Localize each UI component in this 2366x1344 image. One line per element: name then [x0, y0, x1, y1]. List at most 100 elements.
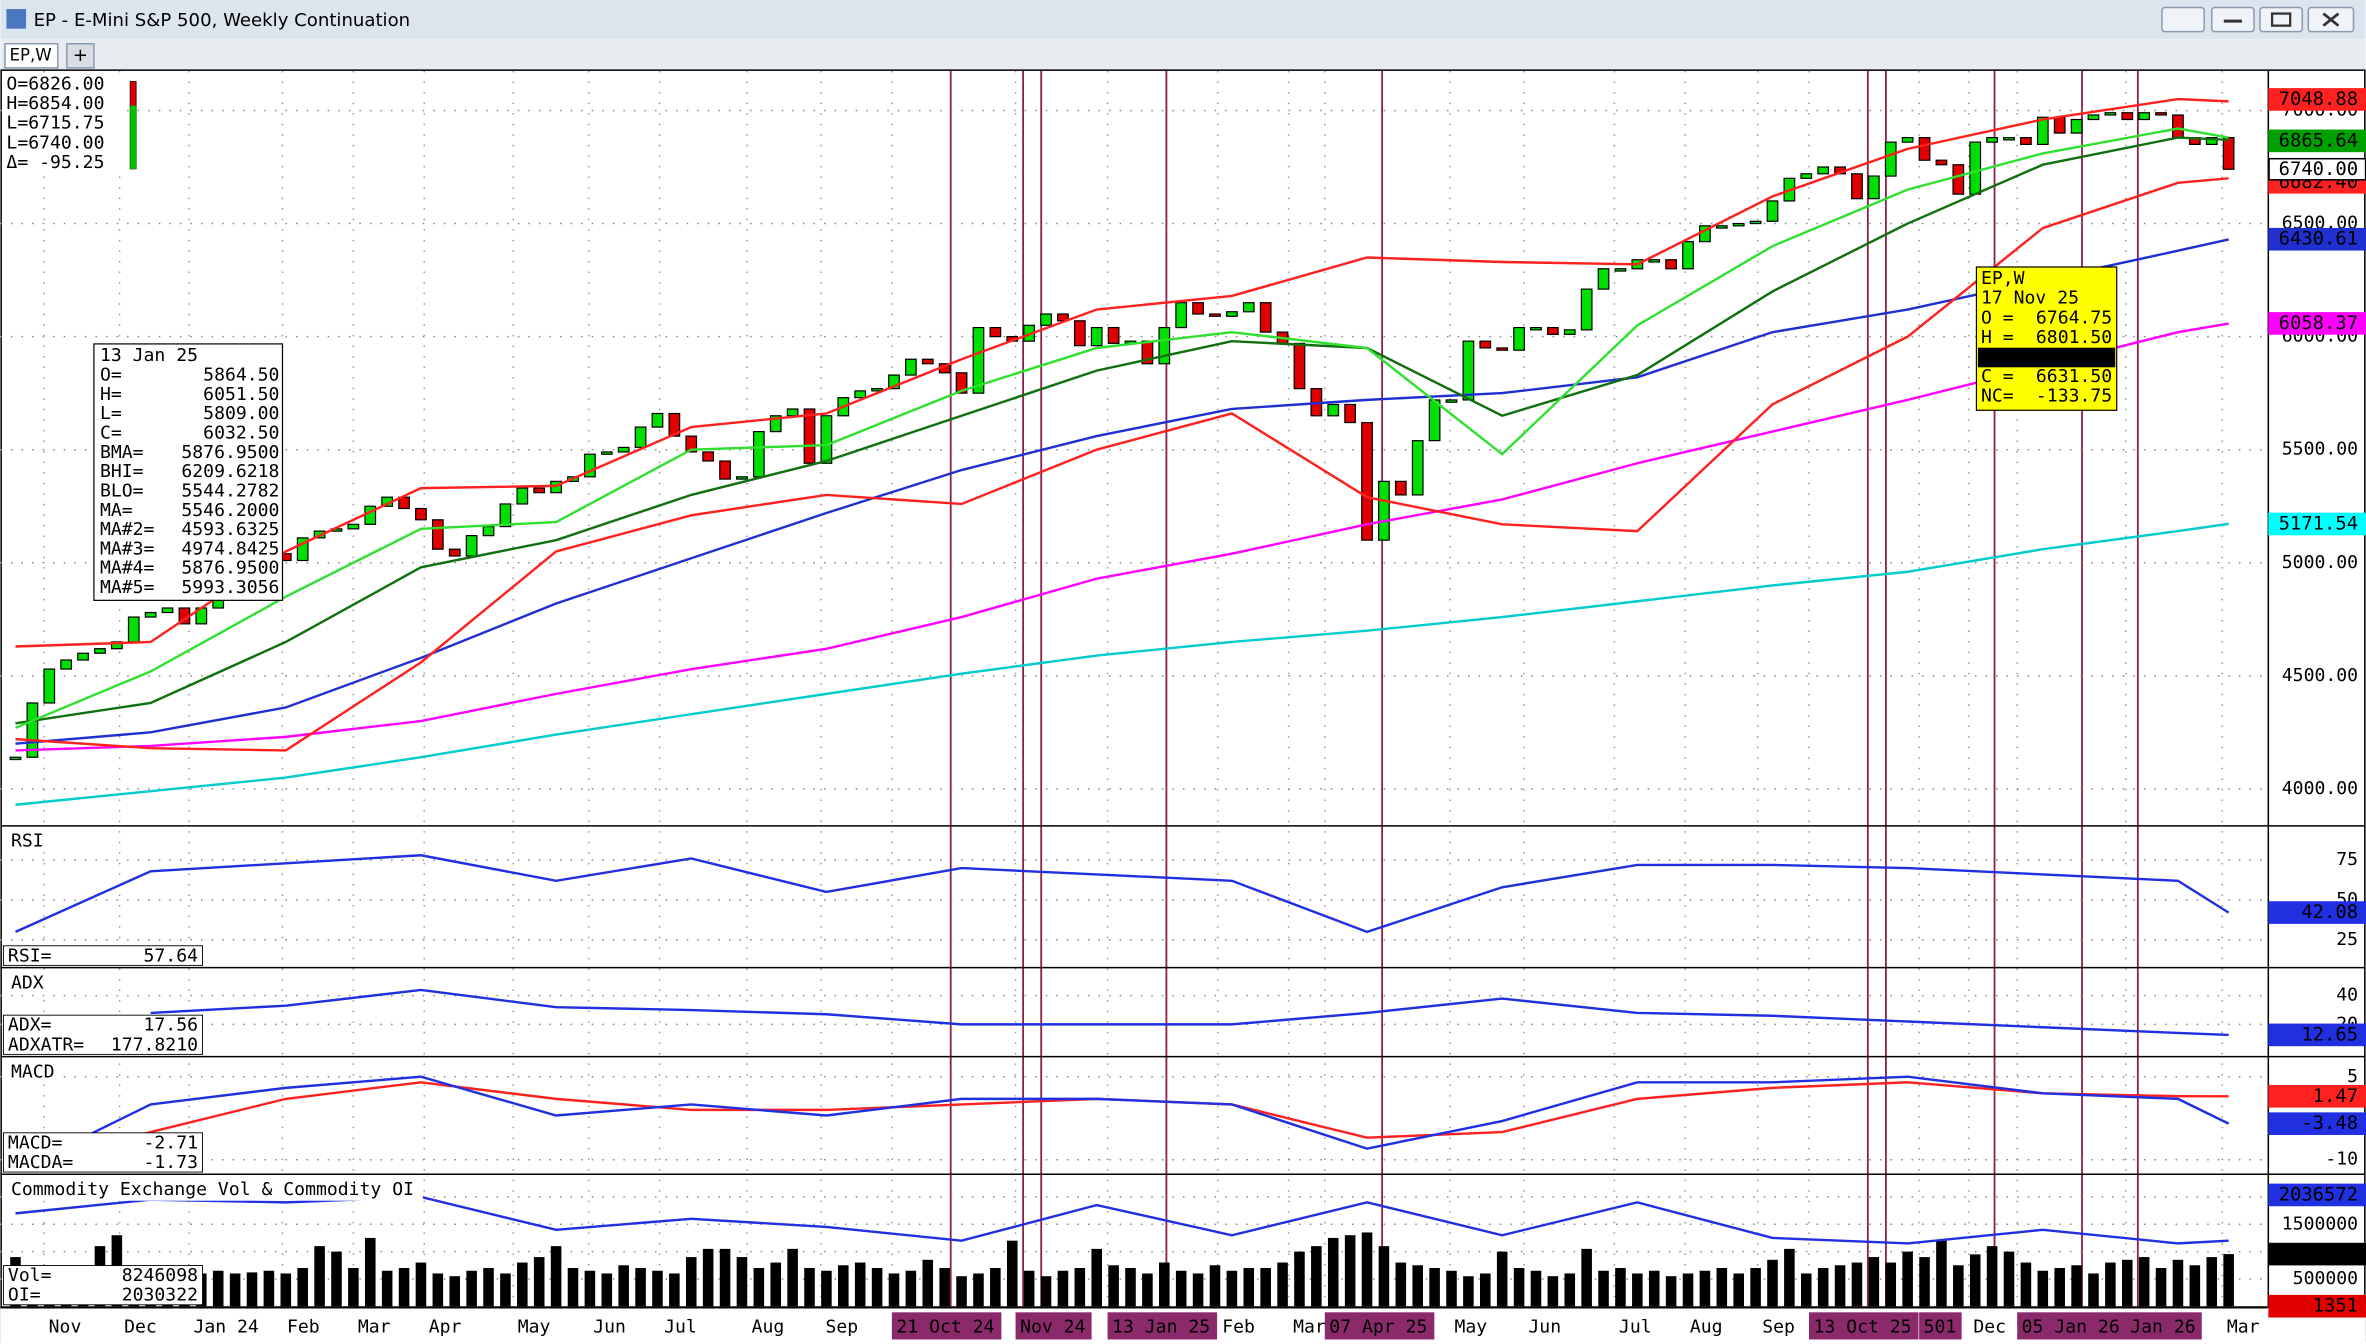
info-value: 4974.8425: [181, 538, 279, 559]
volume-bar: [1530, 1270, 1542, 1307]
info-label: BLO=: [100, 480, 144, 501]
tooltip-value: 6525.00: [2036, 346, 2112, 367]
candle: [1513, 326, 1525, 351]
info-label: BHI=: [100, 461, 144, 482]
indicator-line: [14, 1075, 2230, 1172]
volume-bar: [635, 1268, 646, 1307]
readout-label: MACDA=: [8, 1152, 73, 1173]
tooltip-symbol: EP,W: [1981, 268, 2025, 289]
candle: [1378, 480, 1390, 541]
volume-bar: [314, 1246, 325, 1307]
tab[interactable]: [4, 42, 59, 69]
volume-bar: [1446, 1270, 1457, 1307]
volume-bar: [922, 1259, 934, 1307]
value-tag-label: 5171.54: [2279, 513, 2358, 534]
header-line: H=6854.00: [6, 93, 104, 114]
candle: [888, 374, 900, 390]
link-button[interactable]: [2161, 6, 2205, 33]
value-tag-label: 12.65: [2301, 1024, 2358, 1045]
volume-bar: [517, 1262, 528, 1307]
date-highlight: [2017, 1312, 2127, 1340]
y-tick-label: 500000: [2293, 1268, 2358, 1289]
volume-bar: [2155, 1268, 2167, 1307]
candle: [2070, 118, 2083, 134]
volume-bar: [1327, 1237, 1339, 1307]
volume-bar: [871, 1268, 883, 1307]
candle: [415, 507, 427, 521]
add-tab-button[interactable]: [66, 42, 95, 69]
volume-bar: [1395, 1262, 1407, 1307]
date-label: 21 Oct 24: [896, 1316, 994, 1337]
candle: [94, 648, 106, 654]
volume-bar: [212, 1270, 224, 1307]
tooltip-label: L =: [1981, 346, 2014, 367]
volume-bar: [1953, 1265, 1964, 1307]
y-tick-label: 75: [2336, 849, 2358, 870]
volume-bar: [1564, 1273, 1576, 1307]
volume-bar: [1125, 1268, 1136, 1307]
candle: [516, 487, 529, 505]
volume-bar: [1429, 1268, 1440, 1307]
tooltip-value: -133.75: [2036, 386, 2112, 407]
volume-bar: [2189, 1265, 2201, 1307]
maximize-button[interactable]: [2259, 6, 2304, 33]
tooltip-date: 17 Nov 25: [1981, 288, 2079, 309]
volume-bar: [770, 1262, 782, 1307]
info-value: 5546.2000: [181, 500, 279, 521]
app-icon: [6, 9, 27, 29]
header-line: L=6740.00: [6, 132, 104, 153]
candle: [1648, 259, 1661, 263]
volume-bar: [2105, 1262, 2116, 1307]
value-tag-label: 6865.64: [2279, 130, 2358, 151]
panel-title: RSI: [11, 831, 44, 852]
date-label: Mar: [2227, 1316, 2260, 1337]
volume-bar: [1936, 1240, 1947, 1307]
volume-bar: [1040, 1276, 1052, 1307]
volume-bar: [1226, 1270, 1238, 1307]
candle: [1800, 173, 1813, 179]
readout-value: 2030322: [122, 1285, 198, 1306]
volume-bar: [550, 1246, 562, 1307]
info-value: 5809.00: [203, 403, 279, 424]
date-label: Nov: [49, 1316, 82, 1337]
date-label: 05 Jan 26: [2022, 1316, 2120, 1337]
volume-bar: [1750, 1268, 1761, 1307]
info-value: 5544.2782: [181, 480, 279, 501]
indicator-line: [14, 854, 2230, 934]
candle: [448, 548, 461, 557]
date-label: 13 Oct 25: [1814, 1316, 1912, 1337]
volume-bar: [1378, 1246, 1390, 1307]
volume-bar: [1294, 1251, 1305, 1307]
volume-bar: [1496, 1251, 1508, 1307]
candle: [296, 537, 309, 562]
volume-bar: [500, 1273, 511, 1307]
candle: [617, 446, 630, 453]
indicator-line: [15, 127, 2229, 729]
candle: [1175, 302, 1188, 329]
volume-bar: [838, 1265, 849, 1307]
candle: [1344, 403, 1357, 424]
volume-bar: [1716, 1268, 1728, 1307]
volume-bar: [652, 1270, 663, 1307]
candle: [1530, 326, 1542, 331]
value-tag-label: 6058.37: [2279, 313, 2358, 334]
candle: [634, 426, 647, 449]
value-tag-label: 954537: [2290, 1244, 2358, 1265]
candle: [584, 453, 596, 478]
candle: [26, 702, 39, 758]
y-tick-label: 4000.00: [2282, 778, 2358, 799]
volume-bar: [449, 1276, 461, 1307]
volume-bar: [280, 1273, 292, 1307]
info-value: 6032.50: [203, 423, 279, 444]
volume-bar: [2054, 1268, 2065, 1307]
date-label: Mar: [1293, 1316, 1326, 1337]
candle: [1935, 159, 1948, 166]
volume-bar: [1615, 1268, 1626, 1307]
volume-bar: [1159, 1262, 1170, 1307]
volume-bar: [1665, 1276, 1677, 1307]
info-value: 5876.9500: [181, 442, 279, 463]
date-highlight: [891, 1312, 1002, 1340]
volume-bar: [2071, 1265, 2082, 1307]
candle: [1242, 302, 1255, 313]
volume-bar: [1868, 1257, 1880, 1307]
